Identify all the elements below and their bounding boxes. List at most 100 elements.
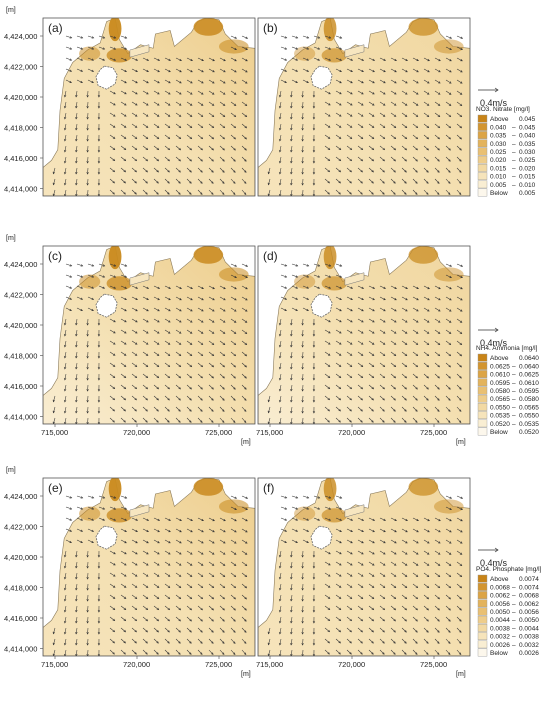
y-tick-label: 4,418,000 xyxy=(4,352,37,361)
velocity-scale-label: 0.4m/s xyxy=(480,338,508,348)
legend-swatch xyxy=(477,122,488,131)
legend: NO3. Nitrate [mg/l]Above 0.0450.040–0.045… xyxy=(476,106,536,197)
legend-swatch xyxy=(477,386,488,395)
legend-swatch xyxy=(477,180,488,189)
legend-swatch xyxy=(477,640,488,649)
legend-range-end: 0.0062 xyxy=(519,601,539,608)
legend-dash: – xyxy=(512,609,516,616)
velocity-scale-label: 0.4m/s xyxy=(480,98,508,108)
legend-range-start: 0.0520 xyxy=(490,421,510,428)
legend-range-end: 0.045 xyxy=(519,116,536,123)
x-axis-unit: [m] xyxy=(241,671,251,678)
legend-dash: – xyxy=(512,182,516,189)
panel-label: (e) xyxy=(48,481,63,495)
legend-swatch xyxy=(477,155,488,164)
panel-label: (a) xyxy=(48,21,63,35)
legend-dash: – xyxy=(512,124,516,131)
x-tick-label: 725,000 xyxy=(205,660,232,669)
legend-dash: – xyxy=(512,141,516,148)
panel-frame xyxy=(257,477,471,657)
legend-swatch xyxy=(477,624,488,632)
legend-swatch xyxy=(477,394,488,403)
legend-swatch xyxy=(477,583,488,591)
legend-range-end: 0.0535 xyxy=(519,421,539,428)
legend-range-start: 0.0038 xyxy=(490,625,510,632)
velocity-arrows xyxy=(52,35,249,196)
legend-range-end: 0.040 xyxy=(519,133,536,140)
y-axis-unit: [m] xyxy=(6,7,16,14)
legend-range-end: 0.035 xyxy=(519,141,536,148)
y-tick-label: 4,414,000 xyxy=(4,413,37,422)
legend-range-end: 0.015 xyxy=(519,174,536,181)
legend-swatch xyxy=(477,163,488,172)
legend-range-start: 0.0595 xyxy=(490,380,510,387)
panel-label: (c) xyxy=(48,249,62,263)
panel-left: (c) xyxy=(42,245,256,425)
legend-range-start: 0.0550 xyxy=(490,404,510,411)
legend-range-start: Above xyxy=(490,355,509,362)
x-tick-label: 715,000 xyxy=(256,660,283,669)
legend-range-end: 0.0074 xyxy=(519,584,539,591)
velocity-scale: 0.4m/s xyxy=(478,87,508,108)
y-axis-unit: [m] xyxy=(6,235,16,242)
legend-dash: – xyxy=(512,372,516,379)
legend-range-end: 0.0520 xyxy=(519,429,539,436)
legend-range-start: 0.0535 xyxy=(490,413,510,420)
legend-range-start: 0.015 xyxy=(490,165,507,172)
legend-range-end: 0.0565 xyxy=(519,404,539,411)
velocity-arrows xyxy=(267,35,464,196)
legend-dash: – xyxy=(512,133,516,140)
legend-dash: – xyxy=(512,165,516,172)
y-tick-label: 4,422,000 xyxy=(4,523,37,532)
legend-range-end: 0.0625 xyxy=(519,372,539,379)
legend-swatch xyxy=(477,419,488,428)
legend-title: PO4. Phosphate [mg/l] xyxy=(476,566,542,573)
panel-label: (f) xyxy=(263,481,274,495)
y-axis-unit: [m] xyxy=(6,467,16,474)
legend-swatch xyxy=(477,114,488,123)
island xyxy=(95,293,118,318)
y-tick-label: 4,420,000 xyxy=(4,93,37,102)
harbor-structure xyxy=(129,504,150,518)
velocity-arrows xyxy=(52,263,249,424)
legend-dash: – xyxy=(512,380,516,387)
x-tick-label: 720,000 xyxy=(123,660,150,669)
y-tick-label: 4,416,000 xyxy=(4,382,37,391)
velocity-scale: 0.4m/s xyxy=(478,327,508,348)
sea-area xyxy=(43,246,255,424)
x-tick-label: 720,000 xyxy=(123,428,150,437)
y-tick-label: 4,418,000 xyxy=(4,124,37,133)
island xyxy=(95,65,118,90)
y-tick-label: 4,418,000 xyxy=(4,584,37,593)
legend-dash: – xyxy=(512,174,516,181)
legend-range-start: 0.0026 xyxy=(490,642,510,649)
legend-range-end: 0.0068 xyxy=(519,593,539,600)
legend-range-start: 0.030 xyxy=(490,141,507,148)
island xyxy=(95,525,118,550)
harbor-structure xyxy=(129,44,150,58)
legend-swatch xyxy=(477,139,488,148)
x-tick-label: 715,000 xyxy=(41,660,68,669)
velocity-arrows xyxy=(52,495,249,656)
legend-range-start: 0.0565 xyxy=(490,396,510,403)
legend-range-start: 0.0610 xyxy=(490,372,510,379)
panel-right: (d) xyxy=(257,245,471,425)
legend-range-end: 0.0595 xyxy=(519,388,539,395)
y-tick-label: 4,420,000 xyxy=(4,321,37,330)
legend-range-end: 0.0610 xyxy=(519,380,539,387)
panel-right: (f) xyxy=(257,477,471,657)
legend-title: NO3. Nitrate [mg/l] xyxy=(476,106,530,113)
legend-swatch xyxy=(477,615,488,624)
legend-range-start: 0.020 xyxy=(490,157,507,164)
harbor-structure xyxy=(344,504,365,518)
legend-range-end: 0.0550 xyxy=(519,413,539,420)
sea-area xyxy=(43,478,255,656)
sea-area xyxy=(258,18,470,196)
legend-dash: – xyxy=(512,642,516,649)
legend-swatch xyxy=(477,427,488,436)
legend-range-end: 0.0032 xyxy=(519,642,539,649)
panel-left: (e) xyxy=(42,477,256,657)
panel-frame xyxy=(257,245,471,425)
legend-range-start: 0.0044 xyxy=(490,617,510,624)
y-tick-label: 4,416,000 xyxy=(4,154,37,163)
